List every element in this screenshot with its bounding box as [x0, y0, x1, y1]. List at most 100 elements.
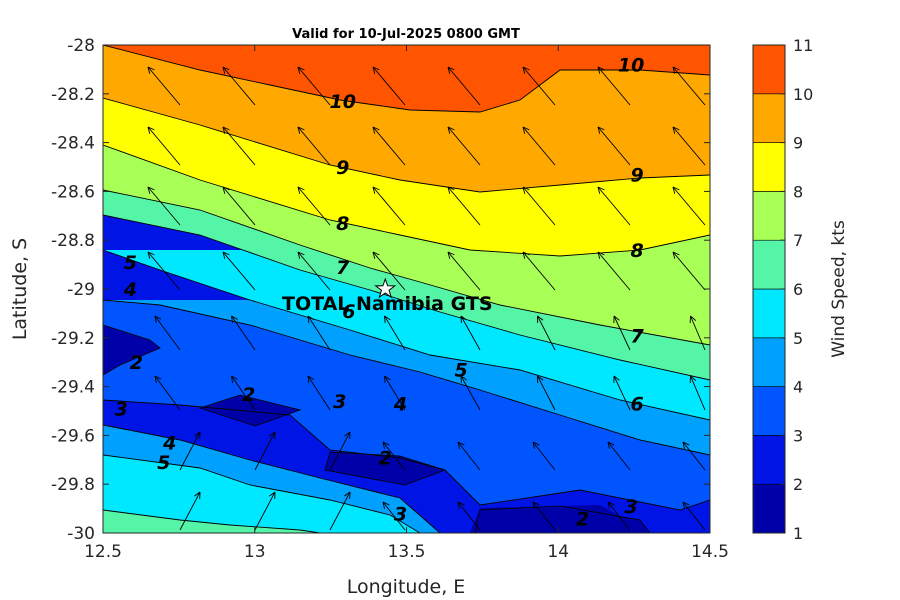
contour-label: 3 [394, 503, 407, 525]
contour-label: 4 [162, 433, 176, 455]
wind-vector [682, 441, 706, 471]
colorbar: 1 2 3 4 5 6 7 8 9 10 11 [752, 36, 813, 543]
wind-vector [372, 186, 406, 226]
site-marker-group: TOTAL Namibia GTS [282, 277, 493, 315]
wind-vector [597, 126, 631, 166]
colorbar-swatch [752, 386, 786, 436]
wind-vector [307, 315, 331, 351]
x-tick-label: 13 [244, 542, 266, 562]
colorbar-swatch [752, 435, 786, 485]
wind-vector [672, 126, 706, 166]
band-5-6-southwest [103, 455, 420, 533]
contour-label: 3 [333, 391, 346, 413]
contour-line-4-south [103, 424, 441, 533]
wind-vector [613, 375, 631, 411]
wind-vector [522, 186, 556, 226]
contour-label: 9 [631, 164, 644, 186]
contour-label: 8 [631, 240, 644, 262]
wind-vector [522, 251, 556, 291]
x-axis-ticks: 12.5 13 13.5 14 14.5 [84, 45, 729, 562]
band-1-2-pocket-a [103, 324, 161, 376]
contour-label: 2 [130, 352, 143, 374]
x-tick-label: 14 [547, 542, 569, 562]
colorbar-tick-label: 11 [793, 36, 813, 55]
band-6-7-southwest [103, 510, 320, 533]
band-10-11 [103, 45, 710, 112]
y-axis-ticks: -28 -28.2 -28.4 -28.6 -28.8 -29 -29.2 -29.4 -29.… [51, 36, 710, 544]
wind-vector [607, 441, 631, 471]
wind-vector [147, 66, 181, 106]
colorbar-tick-label: 1 [793, 524, 803, 543]
wind-vector [460, 315, 481, 351]
colorbar-swatch [752, 288, 786, 339]
contour-label: 10 [330, 91, 356, 113]
colorbar-swatch [752, 93, 786, 143]
colorbar-tick-label: 9 [793, 134, 803, 153]
wind-vector [457, 441, 481, 471]
colorbar-swatch [752, 337, 786, 387]
y-tick-label: -29.2 [51, 329, 95, 349]
wind-vector [179, 491, 201, 531]
wind-vector [297, 126, 331, 166]
contour-line-5 [103, 249, 710, 421]
chart-title: Valid for 10-Jul-2025 0800 GMT [292, 27, 520, 42]
contour-label: 8 [336, 213, 349, 235]
x-tick-label: 13.5 [388, 542, 426, 562]
wind-vector [382, 501, 406, 531]
contour-label: 6 [342, 301, 355, 323]
wind-vector [254, 491, 276, 531]
contour-line-8 [103, 144, 710, 257]
contour-label: 9 [336, 157, 349, 179]
x-tick-label: 12.5 [84, 542, 122, 562]
wind-vector [672, 66, 706, 106]
wind-vector-layer [147, 66, 706, 531]
y-tick-label: -30 [67, 524, 95, 544]
wind-vector [179, 431, 201, 471]
contour-label: 5 [157, 452, 170, 474]
wind-vector [222, 186, 256, 226]
y-tick-label: -29.4 [51, 378, 95, 398]
y-tick-label: -28.8 [51, 231, 95, 251]
wind-vector [447, 66, 481, 106]
wind-vector [447, 186, 481, 226]
band-1-2-pocket-d [474, 505, 651, 533]
y-tick-label: -28.6 [51, 182, 95, 202]
wind-vector [460, 375, 481, 411]
contour-label: 2 [576, 508, 589, 530]
wind-vector [613, 315, 631, 351]
contour-label: 5 [455, 360, 468, 382]
y-tick-label: -29 [67, 280, 95, 300]
colorbar-swatch [752, 142, 786, 192]
wind-vector [607, 501, 631, 531]
wind-vector [147, 126, 181, 166]
band-1-2-pocket-c [324, 451, 447, 486]
wind-vector [672, 186, 706, 226]
wind-vector [222, 251, 256, 291]
x-tick-label: 14.5 [691, 542, 729, 562]
wind-vector [447, 251, 481, 291]
site-label: TOTAL Namibia GTS [282, 293, 493, 315]
wind-vector [254, 431, 276, 471]
x-axis-label: Longitude, E [347, 576, 466, 598]
contour-line-9 [103, 97, 710, 193]
contour-line-6 [103, 214, 710, 381]
contour-label: 7 [631, 325, 645, 347]
contour-label: 3 [624, 496, 637, 518]
wind-vector [522, 126, 556, 166]
colorbar-swatch [752, 483, 786, 534]
y-tick-label: -29.8 [51, 475, 95, 495]
contour-label: 2 [379, 447, 392, 469]
wind-vector [457, 501, 481, 531]
contour-label: 7 [336, 257, 350, 279]
wind-vector [682, 501, 706, 531]
wind-vector [597, 186, 631, 226]
contour-label: 10 [618, 55, 644, 77]
wind-vector [382, 441, 406, 471]
colorbar-tick-label: 10 [793, 85, 813, 104]
wind-vector [532, 501, 556, 531]
contour-fill-layer [103, 45, 710, 533]
y-tick-label: -29.6 [51, 426, 95, 446]
wind-vector [297, 66, 331, 106]
wind-vector [329, 431, 351, 471]
